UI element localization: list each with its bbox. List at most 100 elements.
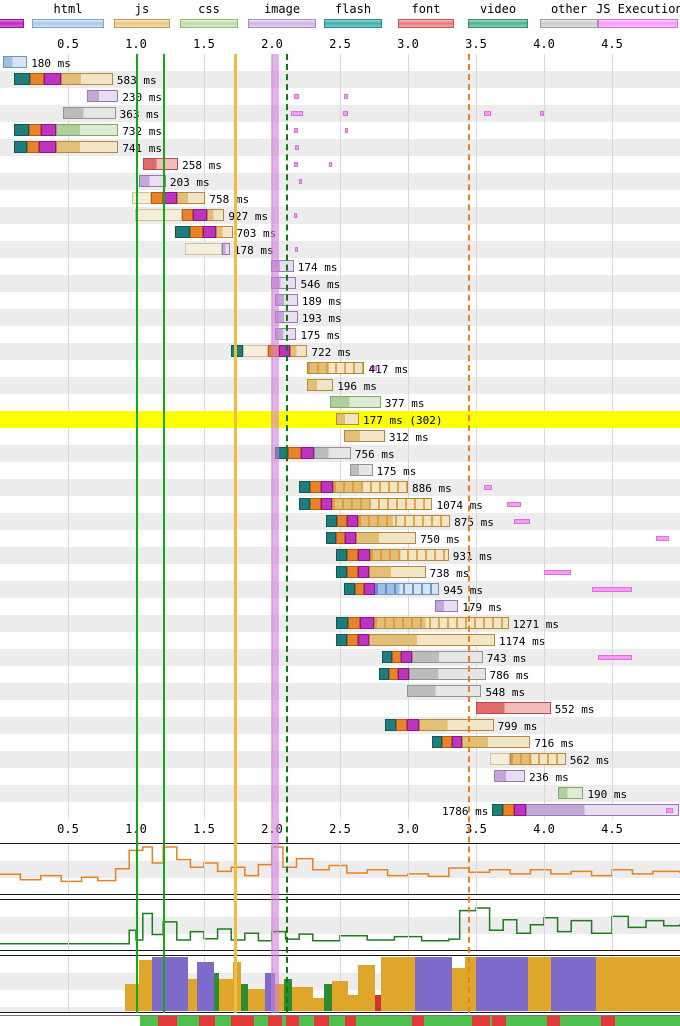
request-row[interactable]: 377 ms: [0, 394, 680, 411]
request-row[interactable]: 716 ms: [0, 734, 680, 751]
segment-font: [142, 158, 179, 170]
segment-ssl: [346, 515, 358, 527]
main-thread-block-gold: [312, 997, 324, 1011]
axis-tick-label: 3.0: [397, 37, 419, 51]
request-row[interactable]: 786 ms: [0, 666, 680, 683]
request-row[interactable]: 1174 ms: [0, 632, 680, 649]
segment-connect: [346, 566, 358, 578]
gridline: [408, 900, 409, 950]
request-row[interactable]: 230 ms: [0, 88, 680, 105]
request-row[interactable]: 750 ms: [0, 530, 680, 547]
request-row[interactable]: 546 ms: [0, 275, 680, 292]
request-row[interactable]: 196 ms: [0, 377, 680, 394]
request-row[interactable]: 180 ms: [0, 54, 680, 71]
request-row[interactable]: 417 ms: [0, 360, 680, 377]
request-row[interactable]: 758 ms: [0, 190, 680, 207]
segment-dns: [274, 447, 289, 459]
request-row[interactable]: 177 ms (302): [0, 411, 680, 428]
progress-incomplete-segment: [412, 1016, 425, 1026]
segment-connect: [310, 498, 321, 510]
gridline: [544, 844, 545, 894]
main-thread-block-green: [284, 978, 293, 1011]
segment-image: [138, 175, 166, 187]
request-row[interactable]: 875 ms: [0, 513, 680, 530]
main-thread-activity-panel: [0, 955, 680, 1013]
axis-tick-label: 2.5: [329, 37, 351, 51]
js-execution-mark: [666, 808, 674, 813]
progress-incomplete-segment: [198, 1016, 215, 1026]
request-row[interactable]: 552 ms: [0, 700, 680, 717]
request-row[interactable]: 175 ms: [0, 462, 680, 479]
request-row[interactable]: 174 ms: [0, 258, 680, 275]
request-row[interactable]: 799 ms: [0, 717, 680, 734]
request-row[interactable]: 236 ms: [0, 768, 680, 785]
request-row[interactable]: 886 ms: [0, 479, 680, 496]
js-execution-mark: [299, 179, 303, 184]
legend-item-other: other: [538, 2, 600, 32]
request-row[interactable]: 175 ms: [0, 326, 680, 343]
segment-js: [368, 566, 426, 578]
segment-connect: [150, 192, 164, 204]
js-execution-mark: [345, 128, 349, 133]
segment-js: [333, 481, 408, 493]
progress-incomplete-segment: [471, 1016, 490, 1026]
js-execution-mark: [514, 519, 531, 524]
segment-js: [307, 362, 365, 374]
axis-tick-label: 3.0: [397, 822, 419, 836]
request-row[interactable]: 583 ms: [0, 71, 680, 88]
request-row[interactable]: 179 ms: [0, 598, 680, 615]
segment-dns: [326, 532, 336, 544]
request-row[interactable]: 190 ms: [0, 785, 680, 802]
progress-incomplete-segment: [314, 1016, 330, 1026]
segment-js: [356, 532, 417, 544]
request-time-label: 417 ms: [368, 363, 409, 376]
request-row[interactable]: 927 ms: [0, 207, 680, 224]
time-axis-top: 0.5 1.0 1.5 2.0 2.5 3.0 3.5 4.0 4.5: [0, 34, 680, 54]
request-row[interactable]: 548 ms: [0, 683, 680, 700]
request-row[interactable]: 562 ms: [0, 751, 680, 768]
request-row[interactable]: 1271 ms: [0, 615, 680, 632]
legend-swatch-image-icon: [248, 19, 316, 28]
request-row[interactable]: 189 ms: [0, 292, 680, 309]
main-thread-block-gold: [218, 978, 233, 1011]
axis-tick-label: 3.5: [465, 822, 487, 836]
progress-incomplete-segment: [231, 1016, 255, 1026]
request-row[interactable]: 312 ms: [0, 428, 680, 445]
request-time-label: 722 ms: [311, 346, 352, 359]
request-time-label: 180 ms: [31, 57, 71, 70]
request-row[interactable]: 756 ms: [0, 445, 680, 462]
request-time-label: 552 ms: [554, 703, 595, 716]
js-execution-mark: [329, 162, 333, 167]
request-row[interactable]: 722 ms: [0, 343, 680, 360]
request-row[interactable]: 732 ms: [0, 122, 680, 139]
legend-swatch-other-icon: [540, 19, 598, 28]
main-thread-block-gold: [138, 959, 153, 1011]
segment-dns: [335, 617, 349, 629]
request-row[interactable]: 741 ms: [0, 139, 680, 156]
request-row[interactable]: 738 ms: [0, 564, 680, 581]
request-time-label: 1786 ms: [441, 805, 489, 818]
request-row[interactable]: 178 ms: [0, 241, 680, 258]
request-row[interactable]: 1786 ms: [0, 802, 680, 819]
segment-image: [274, 311, 298, 323]
cpu-utilization-panel: [0, 843, 680, 895]
request-row[interactable]: 363 ms: [0, 105, 680, 122]
gridline: [272, 844, 273, 894]
request-row[interactable]: 1074 ms: [0, 496, 680, 513]
request-row[interactable]: 945 ms: [0, 581, 680, 598]
request-row[interactable]: 743 ms: [0, 649, 680, 666]
request-time-label: 377 ms: [384, 397, 425, 410]
main-thread-block-gold: [595, 957, 680, 1011]
segment-js: [374, 617, 509, 629]
gridline: [204, 54, 205, 819]
request-row[interactable]: 703 ms: [0, 224, 680, 241]
request-row[interactable]: 931 ms: [0, 547, 680, 564]
main-thread-block-gold: [451, 967, 466, 1011]
segment-ssl: [514, 804, 527, 816]
request-row[interactable]: 203 ms: [0, 173, 680, 190]
request-row[interactable]: 193 ms: [0, 309, 680, 326]
segment-ssl: [278, 345, 290, 357]
gridline: [408, 54, 409, 819]
request-row[interactable]: 258 ms: [0, 156, 680, 173]
gridline: [68, 844, 69, 894]
